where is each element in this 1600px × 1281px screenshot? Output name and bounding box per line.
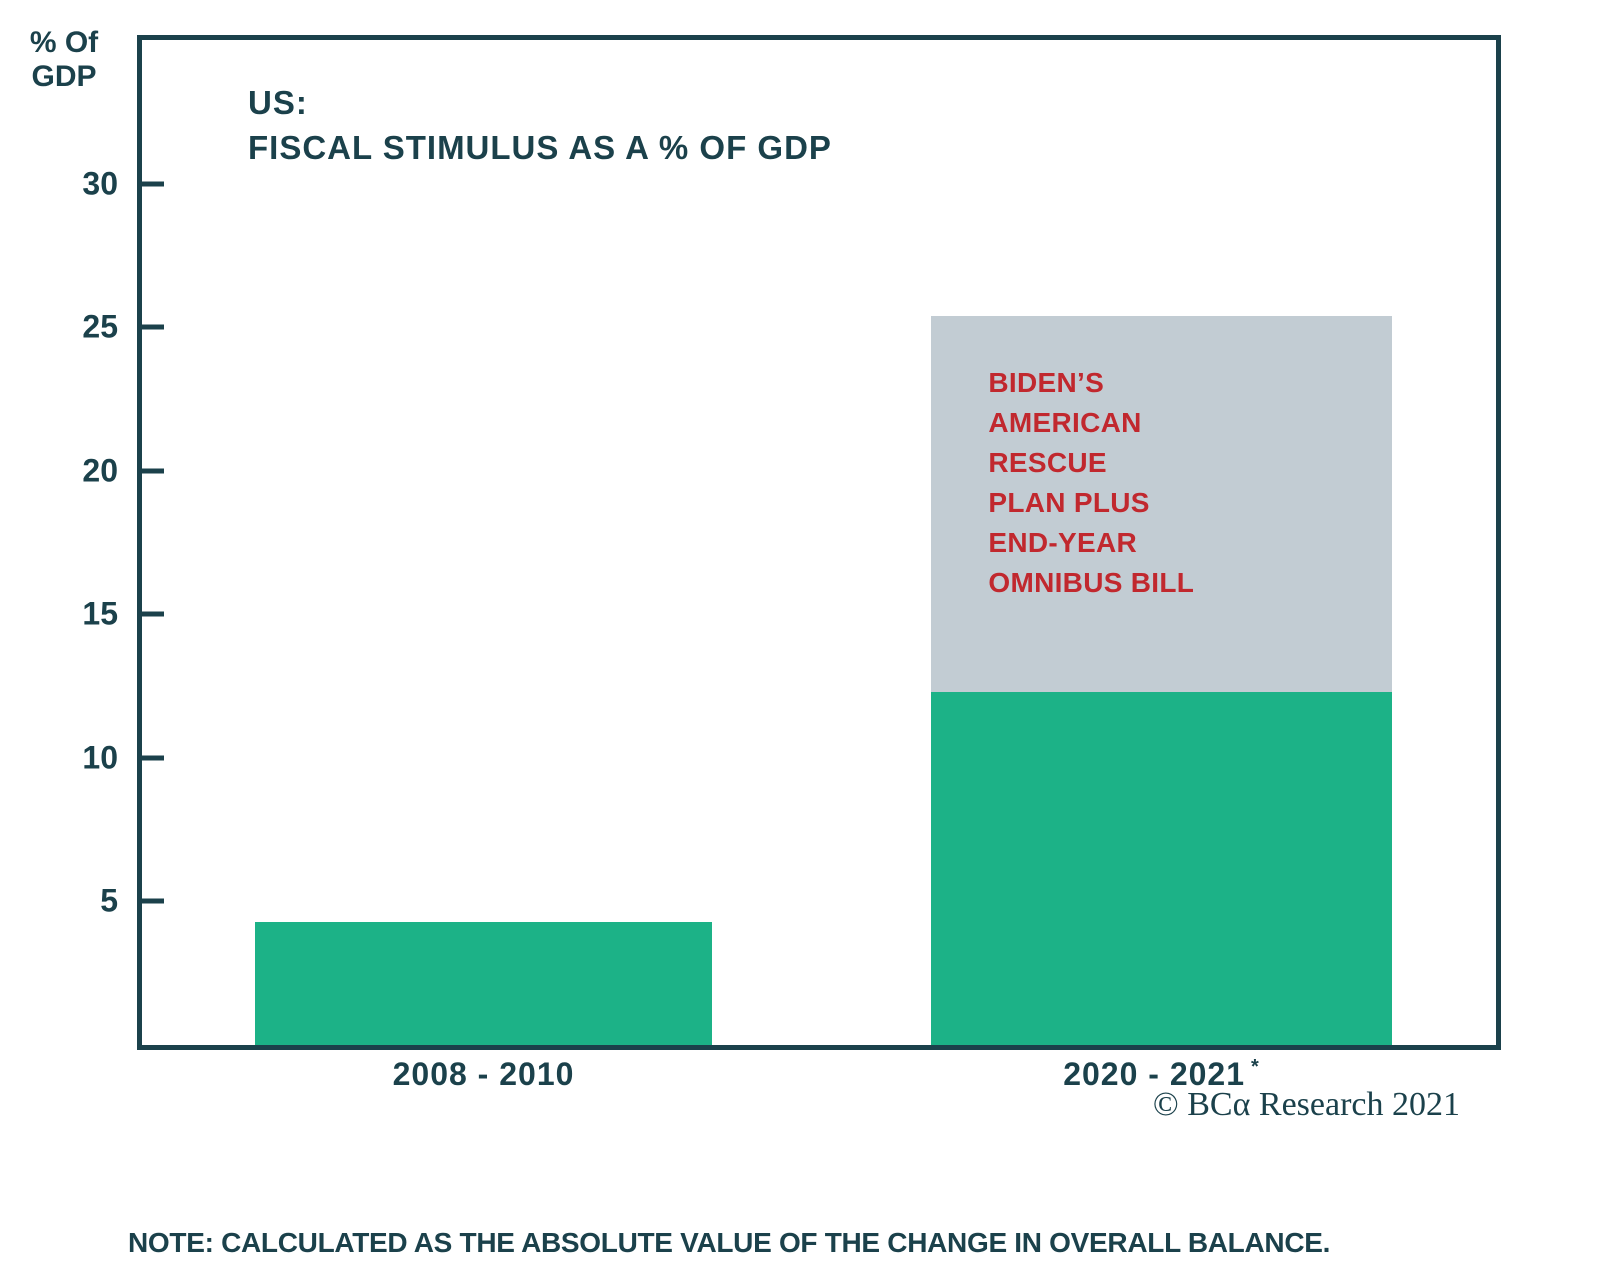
annotation-line: END-YEAR (988, 526, 1138, 558)
annotation-line: OMNIBUS BILL (988, 566, 1195, 598)
y-tick-mark (142, 468, 164, 474)
y-axis-unit-label: % Of GDP (6, 26, 122, 94)
annotation-line: PLAN PLUS (988, 486, 1150, 518)
y-tick-label: 20 (82, 452, 118, 489)
chart-title: US: FISCAL STIMULUS AS A % OF GDP (248, 80, 832, 170)
bar-annotation: BIDEN’S AMERICAN RESCUE PLAN PLUS END-YE… (988, 363, 1381, 603)
copyright-attribution: © BCα Research 2021 (1152, 1086, 1460, 1123)
footnote-note: NOTE: CALCULATED AS THE ABSOLUTE VALUE O… (128, 1227, 1331, 1258)
y-tick-label: 10 (82, 739, 118, 776)
y-tick-label: 25 (82, 308, 118, 345)
y-axis-unit-line2: GDP (31, 60, 97, 93)
footnotes: NOTE: CALCULATED AS THE ABSOLUTE VALUE O… (128, 1143, 1578, 1281)
bar-segment-enacted (931, 691, 1392, 1045)
x-axis-label-text: 2008 - 2010 (392, 1056, 575, 1092)
y-tick-mark (142, 755, 164, 761)
chart-title-line1: US: (248, 84, 308, 121)
footnote-asterisk-marker: * (1251, 1056, 1260, 1079)
bar-2008-2010 (255, 921, 713, 1045)
y-tick-mark (142, 324, 164, 330)
annotation-line: RESCUE (988, 446, 1107, 478)
y-axis-unit-line1: % Of (29, 26, 99, 59)
plot-area: US: FISCAL STIMULUS AS A % OF GDP BIDEN’… (82, 35, 1501, 1050)
y-tick-label: 5 (100, 882, 118, 919)
chart-title-line2: FISCAL STIMULUS AS A % OF GDP (248, 129, 832, 166)
y-tick-label: 15 (82, 595, 118, 632)
bar-segment-arp-omnibus: BIDEN’S AMERICAN RESCUE PLAN PLUS END-YE… (931, 315, 1392, 692)
y-tick-mark (142, 898, 164, 904)
y-tick-mark (142, 611, 164, 617)
y-tick-mark (142, 181, 164, 187)
annotation-line: AMERICAN (988, 406, 1142, 438)
x-axis-label-text: 2020 - 2021 (1063, 1056, 1245, 1092)
y-tick-label: 30 (82, 165, 118, 202)
x-axis-label-2008-2010: 2008 - 2010 (255, 1056, 712, 1093)
bar-2020-2021: BIDEN’S AMERICAN RESCUE PLAN PLUS END-YE… (931, 40, 1392, 1045)
x-axis-label-2020-2021: 2020 - 2021 * (931, 1056, 1392, 1093)
annotation-line: BIDEN’S (988, 366, 1105, 398)
